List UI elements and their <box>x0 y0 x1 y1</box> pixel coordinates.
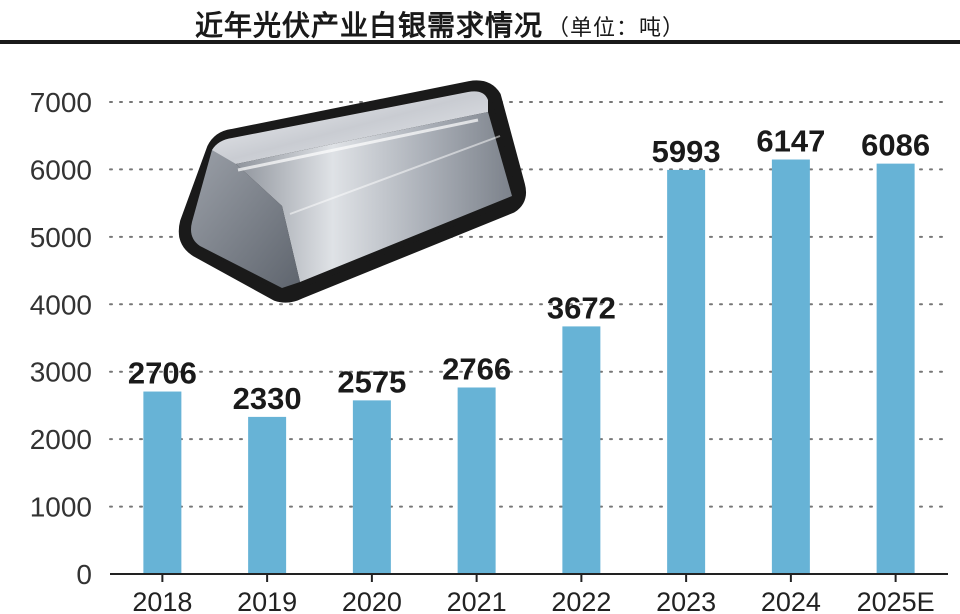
bar <box>248 416 287 574</box>
y-tick-label: 6000 <box>30 154 92 185</box>
x-tick-label: 2021 <box>447 587 507 614</box>
bar <box>143 391 182 574</box>
bar <box>352 400 391 574</box>
x-tick-label: 2025E <box>857 587 935 614</box>
bar <box>457 387 496 574</box>
data-label: 2575 <box>337 364 406 399</box>
chart-title: 近年光伏产业白银需求情况 （单位：吨） <box>195 4 685 44</box>
y-tick-label: 7000 <box>30 87 92 118</box>
silver-ingot-icon <box>178 80 526 303</box>
y-tick-label: 3000 <box>30 357 92 388</box>
data-label: 2330 <box>233 381 302 416</box>
bar <box>876 163 915 575</box>
chart-title-text: 近年光伏产业白银需求情况 <box>195 9 544 42</box>
x-tick-label: 2023 <box>656 587 716 614</box>
y-axis: 0 1000 2000 3000 4000 5000 6000 7000 <box>30 87 92 590</box>
x-tick-label: 2018 <box>132 587 192 614</box>
x-tick-label: 2022 <box>551 587 611 614</box>
bar <box>667 169 706 574</box>
y-tick-label: 2000 <box>30 424 92 455</box>
title-block: 近年光伏产业白银需求情况 （单位：吨） <box>0 0 960 44</box>
data-label: 6147 <box>756 124 825 159</box>
x-axis: 2018 2019 2020 2021 2022 2023 2024 2025E <box>110 573 948 614</box>
bar <box>562 326 601 574</box>
data-label: 5993 <box>652 134 721 169</box>
y-tick-label: 4000 <box>30 289 92 320</box>
data-label: 6086 <box>861 128 930 163</box>
bar <box>771 159 810 574</box>
x-tick-label: 2020 <box>342 587 402 614</box>
title-rule <box>0 40 960 44</box>
chart-subtitle: （单位：吨） <box>547 16 686 41</box>
x-tick-label: 2024 <box>761 587 821 614</box>
y-tick-label: 5000 <box>30 222 92 253</box>
y-tick-label: 1000 <box>30 492 92 523</box>
y-tick-label: 0 <box>76 559 92 590</box>
data-label: 2706 <box>128 356 197 391</box>
data-label: 3672 <box>547 290 616 325</box>
data-labels: 2706 2330 2575 2766 3672 5993 6147 6086 <box>128 124 930 416</box>
data-label: 2766 <box>442 351 511 386</box>
bars <box>143 159 915 575</box>
x-tick-label: 2019 <box>237 587 297 614</box>
